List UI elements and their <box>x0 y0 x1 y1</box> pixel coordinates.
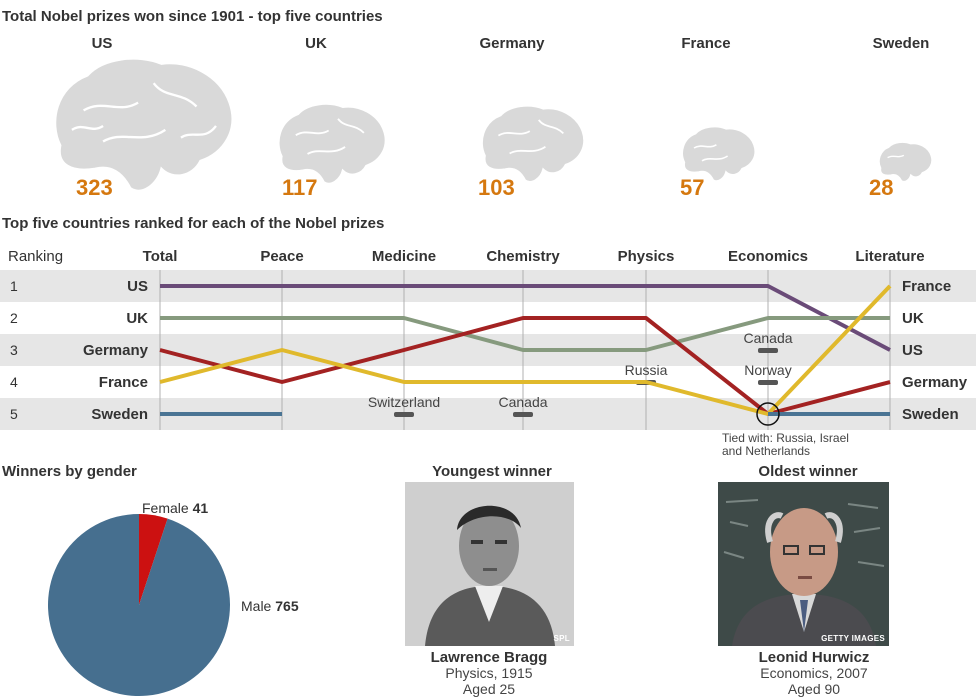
left-label-sweden: Sweden <box>91 406 148 423</box>
rank-number: 1 <box>10 278 18 294</box>
other-country-russia: Russia <box>625 362 668 378</box>
other-country-marker <box>758 380 778 385</box>
other-country-canada: Canada <box>743 330 792 346</box>
category-header-total: Total <box>143 248 178 265</box>
rank-number: 2 <box>10 310 18 326</box>
left-label-germany: Germany <box>83 342 149 359</box>
left-label-france: France <box>99 374 148 391</box>
ranking-header: Ranking <box>8 248 63 265</box>
oldest-winner-heading: Oldest winner <box>758 463 858 480</box>
right-label-sweden: Sweden <box>902 406 959 423</box>
category-header-economics: Economics <box>728 248 808 265</box>
youngest-winner-field: Physics, 1915 <box>445 665 533 681</box>
tie-circle <box>756 402 780 426</box>
female-label-value: 41 <box>192 500 209 516</box>
other-country-marker <box>394 412 414 417</box>
category-header-peace: Peace <box>260 248 303 265</box>
total-value-sweden: 28 <box>869 175 894 200</box>
male-label-name: Male <box>241 598 272 614</box>
right-label-us: US <box>902 342 923 359</box>
gender-title: Winners by gender <box>2 463 137 480</box>
right-label-uk: UK <box>902 310 924 327</box>
brain-icon-germany <box>481 104 585 183</box>
pie-slice-female <box>139 514 168 605</box>
oldest-winner-photo: GETTY IMAGES <box>718 482 889 646</box>
series-line-uk <box>160 316 890 352</box>
left-label-uk: UK <box>126 310 148 327</box>
other-country-norway: Norway <box>744 362 791 378</box>
youngest-winner-photo: SPL <box>405 482 574 646</box>
oldest-winner-name: Leonid Hurwicz <box>758 649 870 666</box>
other-country-marker <box>513 412 533 417</box>
photo-credit: SPL <box>553 634 570 643</box>
country-name-us: US <box>91 35 113 52</box>
brain-icon-us <box>53 57 234 192</box>
other-country-canada: Canada <box>498 394 547 410</box>
female-label: Female 41 <box>142 500 208 516</box>
oldest-winner-age: Aged 90 <box>787 681 841 697</box>
male-label: Male 765 <box>241 598 299 614</box>
portrait-icon <box>718 482 889 646</box>
youngest-winner-age: Aged 25 <box>462 681 516 697</box>
total-value-uk: 117 <box>282 175 318 200</box>
totals-title: Total Nobel prizes won since 1901 - top … <box>2 8 383 25</box>
tie-note-line1: Tied with: Russia, Israel <box>722 431 849 445</box>
rank-number: 5 <box>10 406 18 422</box>
category-header-physics: Physics <box>618 248 675 265</box>
portrait-icon <box>405 482 574 646</box>
rank-number: 4 <box>10 374 18 390</box>
pie-slice-male <box>47 514 230 696</box>
left-label-us: US <box>127 278 148 295</box>
male-label-value: 765 <box>275 598 299 614</box>
country-name-germany: Germany <box>479 35 545 52</box>
series-line-us <box>160 284 891 352</box>
total-value-germany: 103 <box>478 175 515 200</box>
country-name-sweden: Sweden <box>872 35 930 52</box>
brain-icon-france <box>681 125 756 182</box>
category-header-chemistry: Chemistry <box>486 248 560 265</box>
brain-icon-uk <box>277 102 387 185</box>
other-country-marker <box>758 348 778 353</box>
right-label-france: France <box>902 278 951 295</box>
brain-icon-sweden <box>878 141 933 183</box>
total-value-france: 57 <box>680 175 705 200</box>
right-label-germany: Germany <box>902 374 968 391</box>
ranking-chart: Ranking Total Peace Medicine Chemistry Physic… <box>0 248 976 458</box>
gender-pie-chart <box>47 514 230 696</box>
country-name-uk: UK <box>305 35 327 52</box>
youngest-winner-heading: Youngest winner <box>432 463 552 480</box>
category-header-literature: Literature <box>855 248 924 265</box>
total-value-us: 323 <box>76 175 113 200</box>
female-label-name: Female <box>142 500 189 516</box>
other-country-switzerland: Switzerland <box>368 394 440 410</box>
country-name-france: France <box>681 35 731 52</box>
ranking-title: Top five countries ranked for each of th… <box>2 215 385 232</box>
youngest-winner-name: Lawrence Bragg <box>430 649 548 666</box>
tie-note-line2: and Netherlands <box>722 444 810 458</box>
rank-number: 3 <box>10 342 18 358</box>
photo-credit: GETTY IMAGES <box>821 634 885 643</box>
category-header-medicine: Medicine <box>372 248 436 265</box>
oldest-winner-field: Economics, 2007 <box>760 665 868 681</box>
